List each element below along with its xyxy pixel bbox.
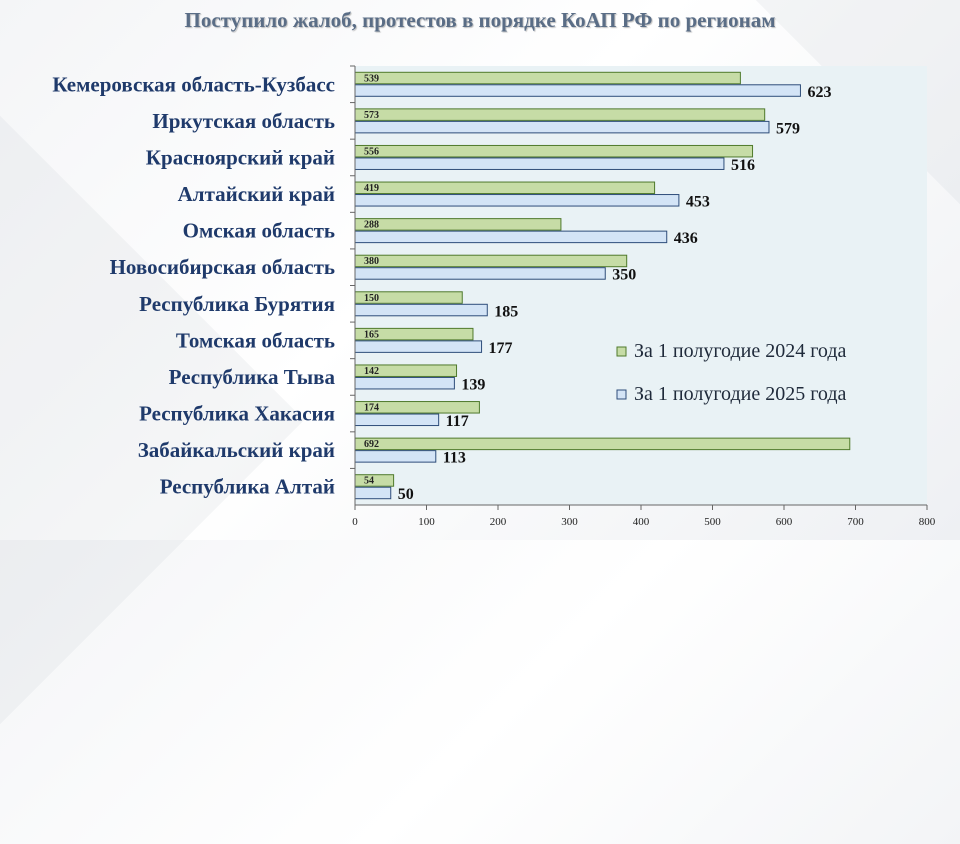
bar-2025	[354, 376, 455, 390]
x-tick-label: 300	[561, 516, 578, 528]
bar-2025	[354, 303, 488, 317]
x-tick-label: 200	[490, 516, 507, 528]
x-tick-label: 500	[704, 516, 721, 528]
bar-2024	[354, 218, 562, 231]
x-tick-label: 600	[776, 516, 793, 528]
data-label-2024: 692	[364, 439, 379, 450]
data-label-2024: 54	[364, 476, 374, 487]
category-label: Республика Алтай	[160, 475, 335, 499]
x-axis: 0 100 200 300 400 500 600 700 800	[350, 65, 936, 528]
data-label-2025: 436	[674, 230, 698, 247]
bar-2025	[354, 157, 725, 170]
data-label-2025: 453	[686, 194, 710, 211]
data-label-2024: 165	[364, 329, 379, 340]
category-label: Томская область	[176, 328, 335, 352]
bar-2025	[354, 340, 483, 353]
data-label-2025: 185	[494, 303, 518, 320]
data-label-2025: 177	[489, 340, 513, 357]
bar-2025	[354, 194, 680, 207]
bar-2025	[354, 84, 801, 97]
x-tick-label: 0	[352, 516, 358, 528]
chart-title: Поступило жалоб, протестов в порядке КоА…	[184, 8, 776, 32]
data-label-2024: 380	[364, 256, 379, 267]
bar-2025	[354, 413, 440, 427]
data-label-2025: 117	[446, 413, 469, 430]
bar-2025	[354, 120, 770, 134]
legend-entry: За 1 полугодие 2024 года	[634, 340, 847, 362]
category-label: Республика Бурятия	[139, 292, 335, 316]
category-label: Кемеровская область-Кузбасс	[52, 72, 335, 96]
data-label-2025: 623	[807, 84, 831, 101]
bar-2024	[354, 254, 628, 268]
bar-chart: Кемеровская область-Кузбасс Иркутская обл…	[52, 65, 936, 528]
data-label-2025: 139	[461, 376, 485, 393]
category-label: Республика Хакасия	[139, 402, 335, 426]
data-label-2024: 539	[364, 73, 379, 84]
bar-2025	[354, 230, 668, 244]
category-label: Красноярский край	[146, 145, 335, 169]
bar-2025	[354, 267, 606, 280]
bar-2025	[354, 450, 437, 463]
category-label: Алтайский край	[178, 182, 335, 206]
x-tick-label: 700	[847, 516, 864, 528]
data-label-2024: 288	[364, 220, 379, 231]
data-label-2025: 50	[398, 486, 414, 503]
data-label-2024: 556	[364, 146, 379, 157]
category-label: Омская область	[183, 219, 335, 243]
data-label-2024: 174	[364, 403, 379, 414]
x-tick-label: 100	[418, 516, 435, 528]
data-label-2024: 419	[364, 183, 379, 194]
data-label-2025: 350	[612, 267, 636, 284]
bar-2024	[354, 108, 766, 121]
bar-2024	[354, 144, 754, 158]
data-label-2025: 516	[731, 157, 755, 174]
category-label: Республика Тыва	[169, 365, 336, 389]
bar-2024	[354, 437, 851, 451]
category-labels: Кемеровская область-Кузбасс Иркутская обл…	[52, 72, 335, 498]
x-tick-label: 400	[633, 516, 650, 528]
legend: За 1 полугодие 2024 года За 1 полугодие 2…	[616, 340, 847, 405]
data-label-2024: 573	[364, 110, 379, 121]
x-tick-label: 800	[919, 516, 936, 528]
category-label: Иркутская область	[152, 109, 335, 133]
data-label-2025: 113	[443, 450, 466, 467]
bar-2025	[354, 486, 392, 500]
category-label: Забайкальский край	[138, 438, 335, 462]
legend-swatch	[616, 346, 627, 357]
legend-swatch	[616, 389, 627, 400]
bar-2024	[354, 71, 741, 85]
plot-area	[355, 66, 927, 505]
bars: 539 623 573 579 556 516 419 453 288 436 380 350 150 1…	[354, 71, 851, 503]
category-label: Новосибирская область	[110, 255, 335, 279]
data-label-2024: 150	[364, 293, 379, 304]
legend-entry: За 1 полугодие 2025 года	[634, 383, 847, 405]
data-label-2025: 579	[776, 120, 800, 137]
bar-2024	[354, 474, 395, 487]
bar-2024	[354, 181, 656, 195]
data-label-2024: 142	[364, 366, 379, 377]
